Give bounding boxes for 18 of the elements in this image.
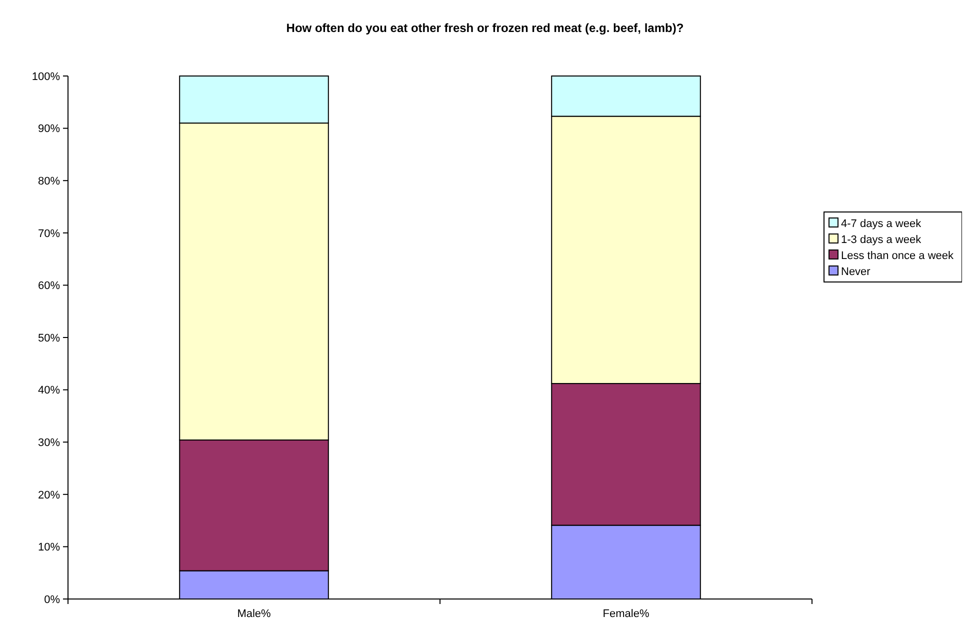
legend-label: Never — [841, 266, 871, 278]
y-tick-label: 80% — [38, 175, 60, 188]
y-tick-label: 90% — [38, 123, 60, 136]
y-tick-label: 100% — [32, 70, 60, 83]
legend-label: 1-3 days a week — [841, 234, 922, 246]
y-tick-label: 70% — [38, 228, 60, 240]
legend-label: Less than once a week — [841, 250, 954, 262]
y-tick-label: 10% — [38, 542, 60, 554]
legend-label: 4-7 days a week — [841, 218, 922, 230]
y-tick-label: 60% — [38, 280, 60, 292]
y-tick-label: 20% — [38, 489, 60, 502]
y-tick-label: 30% — [38, 436, 60, 449]
y-tick-label: 50% — [38, 332, 60, 344]
y-tick-label: 40% — [38, 384, 60, 397]
y-tick-label: 0% — [44, 594, 60, 606]
chart-title: How often do you eat other fresh or frozen red meat (e.g. beef, lamb)? — [286, 21, 684, 35]
x-tick-label: Female% — [602, 608, 650, 620]
x-tick-label: Male% — [237, 608, 272, 620]
